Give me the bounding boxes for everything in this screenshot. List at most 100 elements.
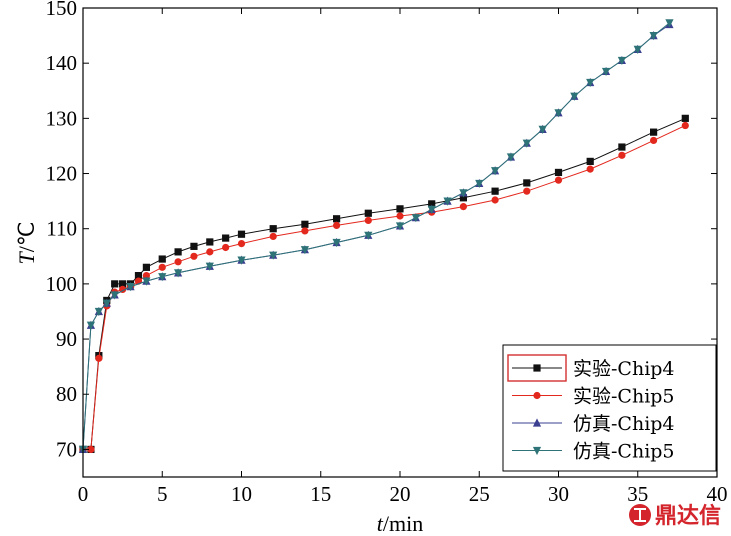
series-2-point	[523, 187, 531, 195]
y-tick-label: 100	[46, 272, 78, 296]
legend-item: 实验-Chip4	[512, 358, 675, 380]
series-4-point	[364, 231, 373, 240]
series-4-point	[110, 291, 119, 300]
series-2-point	[333, 221, 341, 229]
series-1-point	[681, 114, 689, 122]
series-1-point	[190, 242, 198, 250]
legend-label: 仿真-Chip5	[573, 441, 675, 463]
series-1-point	[650, 128, 658, 136]
y-tick-label: 110	[46, 217, 77, 241]
series-1-point	[134, 272, 143, 280]
series-4-point	[633, 45, 642, 54]
series-2-point	[95, 354, 103, 362]
y-axis-label-var: T	[14, 251, 39, 265]
y-tick-label: 70	[56, 437, 77, 461]
legend-item: 仿真-Chip5	[512, 441, 675, 463]
series-1-point	[206, 238, 214, 246]
series-4-point	[475, 179, 484, 189]
series-4-point	[332, 238, 341, 248]
series-1-point	[158, 255, 166, 263]
legend-item: 仿真-Chip4	[512, 413, 675, 435]
series-1-point	[523, 179, 531, 187]
series-4-point	[491, 167, 500, 176]
series-2-point	[491, 196, 499, 204]
legend: 实验-Chip4 实验-Chip5 仿真-Chip4 仿真-Chip5	[502, 344, 717, 472]
y-axis-label: T/℃	[14, 221, 39, 264]
series-1-point	[459, 194, 467, 202]
series-1-point	[428, 200, 436, 208]
series-2-point	[364, 216, 372, 225]
series-4-point	[158, 273, 167, 282]
series-1-point	[491, 187, 499, 195]
series-4-point	[237, 256, 246, 265]
y-tick-label: 120	[46, 162, 78, 186]
legend-highlight	[507, 354, 567, 382]
series-2-point	[618, 151, 626, 159]
series-2-point	[87, 445, 95, 454]
x-tick-label: 40	[707, 482, 728, 506]
series-2-point	[554, 176, 563, 184]
series-2-point	[237, 240, 246, 248]
x-tick-label: 15	[310, 482, 331, 506]
x-tick-label: 5	[157, 482, 168, 506]
x-axis-label-unit: /min	[383, 511, 423, 536]
series-4-point	[617, 56, 626, 66]
series-4-point	[601, 67, 611, 77]
x-tick-label: 10	[231, 482, 252, 506]
series-4-point	[269, 251, 278, 260]
x-axis-label: t/min	[377, 511, 423, 536]
x-tick-label: 35	[627, 482, 648, 506]
series-4-point	[411, 214, 420, 223]
y-axis-label-unit: /℃	[14, 221, 39, 252]
series-4-point	[538, 125, 547, 134]
y-tick-label: 80	[56, 382, 77, 406]
x-tick-label: 20	[390, 482, 411, 506]
series-4-point	[459, 189, 468, 198]
series-2-point	[301, 227, 309, 235]
series-4-point	[102, 299, 111, 308]
x-tick-label: 25	[469, 482, 490, 506]
series-4-point	[506, 153, 516, 162]
legend-label: 实验-Chip5	[573, 386, 675, 408]
series-1-point	[333, 215, 341, 223]
legend-item: 实验-Chip5	[512, 386, 675, 408]
series-4-point	[649, 31, 658, 41]
legend-label: 仿真-Chip4	[573, 413, 675, 435]
series-4-point	[86, 321, 96, 330]
x-axis-label-var: t	[377, 511, 384, 536]
series-1-point	[364, 209, 372, 217]
series-1-point	[396, 205, 404, 213]
axes-layer: 0 5 10 15 20 25 30 35 40 70 80 90 100 110 120 130 140 150	[46, 0, 728, 506]
series-4-point	[174, 269, 183, 278]
series-4-point	[142, 277, 151, 286]
legend-marker	[532, 446, 542, 456]
series-2-point	[681, 121, 689, 130]
series-1-point	[142, 263, 150, 271]
x-tick-label: 0	[78, 482, 89, 506]
watermark: 鼎达信	[629, 503, 721, 529]
x-tick-label: 30	[548, 482, 569, 506]
series-4-point	[443, 197, 452, 206]
series-1-point	[554, 168, 563, 177]
series-1-point	[586, 157, 594, 165]
series-4	[78, 19, 674, 455]
series-4-point	[395, 222, 405, 231]
y-tick-label: 130	[46, 106, 78, 130]
series-2-point	[222, 243, 230, 252]
y-tick-label: 140	[46, 51, 78, 75]
watermark-logo-mark	[634, 508, 646, 522]
series-2-point	[269, 232, 277, 241]
series-2-point	[459, 203, 467, 211]
series-1-point	[119, 280, 127, 288]
series-4-point	[586, 78, 595, 88]
series-1-point	[222, 234, 230, 242]
series-4-point	[205, 262, 214, 271]
series-4-point	[522, 139, 531, 148]
series-4-point	[94, 307, 103, 317]
series-2-point	[206, 248, 214, 256]
series-2-point	[142, 272, 150, 280]
series-1-point	[618, 143, 626, 151]
series-2-point	[396, 212, 404, 220]
series-1-point	[269, 225, 277, 233]
